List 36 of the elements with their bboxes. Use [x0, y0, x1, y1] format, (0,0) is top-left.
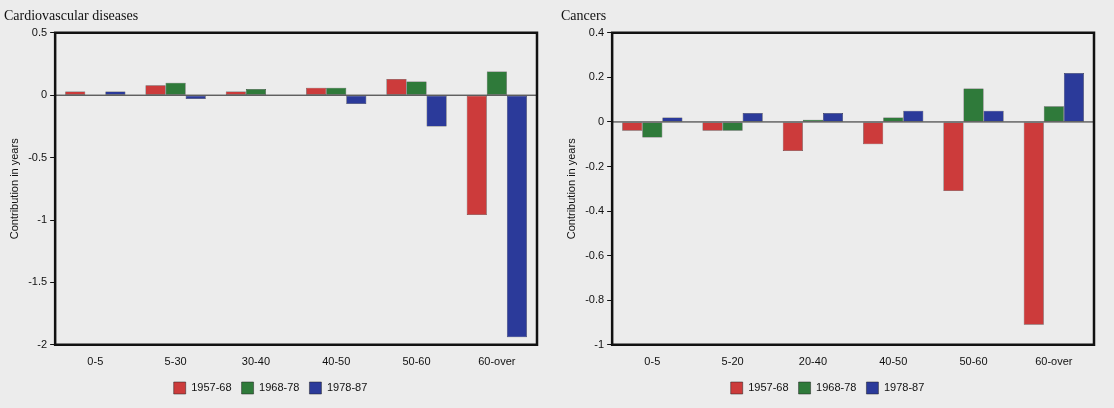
y-axis-title: Contribution in years	[564, 137, 577, 240]
y-tick-label: -2	[37, 337, 48, 350]
y-tick-label: 0	[41, 88, 48, 101]
x-tick-label: 0-5	[87, 355, 104, 368]
x-tick-label: 30-40	[241, 355, 270, 368]
legend-label: 1957-68	[191, 381, 232, 394]
x-tick-label: 0-5	[644, 355, 661, 368]
legend-label: 1978-87	[883, 381, 925, 394]
x-tick-label: 5-30	[164, 355, 187, 368]
y-tick-label: -1	[594, 337, 605, 350]
legend-label: 1968-78	[816, 381, 857, 394]
x-tick-label: 60-over	[1035, 355, 1073, 368]
legend-label: 1978-87	[326, 381, 368, 394]
y-tick-label: 0	[598, 114, 605, 127]
x-tick-label: 60-over	[478, 355, 516, 368]
y-tick-label: -0.6	[585, 248, 605, 261]
chart-title: Cancers	[561, 8, 607, 24]
y-tick-label: -0.2	[585, 159, 605, 172]
y-tick-label: -0.8	[585, 293, 605, 306]
x-tick-label: 50-60	[959, 355, 988, 368]
legend-label: 1968-78	[259, 381, 300, 394]
x-tick-label: 40-50	[879, 355, 908, 368]
x-tick-label: 20-40	[798, 355, 827, 368]
x-tick-label: 50-60	[402, 355, 431, 368]
y-tick-label: 0.4	[588, 25, 605, 38]
y-tick-label: -0.4	[585, 204, 605, 217]
legend-label: 1957-68	[748, 381, 789, 394]
y-tick-label: -1.5	[28, 275, 48, 288]
y-axis-title: Contribution in years	[7, 137, 20, 240]
x-tick-label: 40-50	[322, 355, 351, 368]
y-tick-label: -0.5	[28, 150, 48, 163]
y-tick-label: -1	[37, 213, 48, 226]
y-tick-label: 0.5	[31, 25, 48, 38]
x-tick-label: 5-20	[721, 355, 744, 368]
y-tick-label: 0.2	[588, 70, 605, 83]
chart-title: Cardiovascular diseases	[4, 8, 139, 24]
